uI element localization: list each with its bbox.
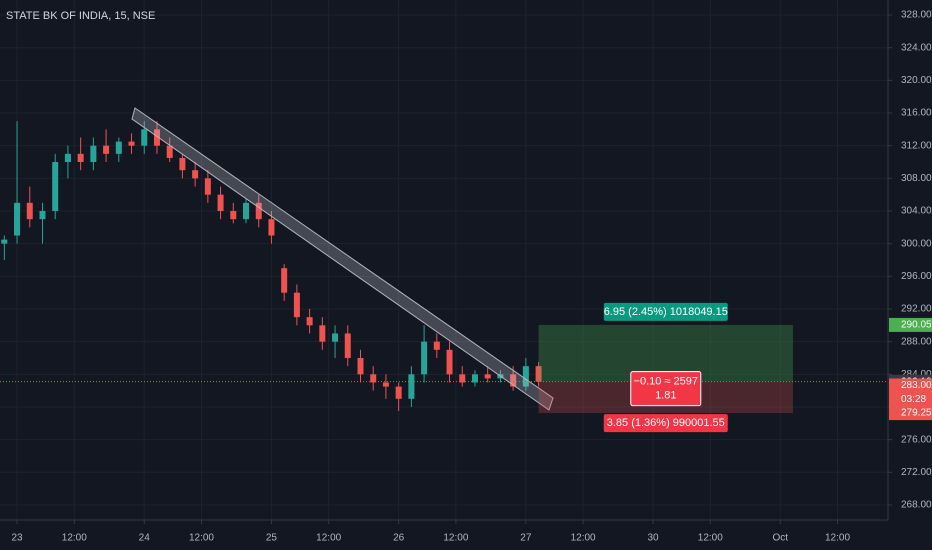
candle-body	[115, 141, 122, 154]
x-tick-label: 12:00	[698, 533, 723, 544]
candle-body	[382, 382, 389, 387]
x-tick-label: 12:00	[443, 533, 468, 544]
candle-body	[128, 141, 135, 146]
y-tick-label: 304.00	[901, 206, 932, 217]
candle-body	[243, 202, 250, 220]
candle-body	[64, 153, 71, 163]
candle-body	[471, 374, 478, 383]
y-tick-label: 268.00	[901, 500, 932, 511]
x-tick-label: 25	[266, 533, 278, 544]
candle-body	[153, 129, 160, 146]
x-tick-label: 23	[11, 533, 23, 544]
price-tag	[889, 317, 932, 332]
candle-body	[293, 292, 300, 318]
grid	[0, 0, 888, 520]
y-tick-label: 292.00	[901, 304, 932, 315]
candle-body	[1, 239, 8, 244]
y-tick-label: 284.00	[901, 369, 932, 380]
candle-body	[395, 386, 402, 399]
candle-body	[535, 366, 542, 382]
x-tick-label: Oct	[772, 533, 788, 544]
candle-body	[522, 366, 529, 387]
candle-body	[217, 194, 224, 212]
center-label-box	[630, 371, 702, 407]
candle-body	[510, 374, 517, 387]
x-tick-label: 12:00	[825, 533, 850, 544]
candle-body	[166, 145, 173, 158]
target-label: 6.95 (2.45%) 1018049.15	[604, 306, 728, 318]
candle-body	[103, 145, 110, 154]
price-tag-label: 283.00	[901, 380, 932, 391]
candle-body	[281, 268, 288, 293]
candle-body	[230, 211, 237, 220]
y-tick-label: 300.00	[901, 238, 932, 249]
candle-body	[332, 333, 339, 342]
y-tick-label: 288.00	[901, 336, 932, 347]
ratio-label: 1.81	[655, 390, 676, 402]
candle-body	[52, 162, 59, 212]
x-tick-label: 12:00	[62, 533, 87, 544]
chart-title: STATE BK OF INDIA, 15, NSE	[6, 10, 155, 22]
candle-body	[484, 374, 491, 379]
candle-body	[408, 374, 415, 399]
y-tick-label: 308.00	[901, 173, 932, 184]
y-tick-label: 296.00	[901, 271, 932, 282]
x-tick-label: 24	[139, 533, 151, 544]
candle-body	[268, 219, 275, 236]
candle-body	[306, 317, 313, 326]
candle-body	[77, 153, 84, 163]
candle-body	[459, 374, 466, 383]
x-tick-label: 26	[393, 533, 405, 544]
candle-body	[357, 357, 364, 375]
candle-body	[446, 349, 453, 375]
y-tick-label: 328.00	[901, 10, 932, 21]
candle-body	[192, 170, 199, 179]
x-tick-label: 12:00	[189, 533, 214, 544]
countdown-box	[889, 392, 932, 407]
x-tick-label: 12:00	[571, 533, 596, 544]
x-tick-label: 30	[647, 533, 659, 544]
candle-body	[179, 157, 186, 171]
y-tick-label: 276.00	[901, 434, 932, 445]
y-tick-label: 320.00	[901, 75, 932, 86]
candle-body	[319, 325, 326, 342]
price-tag	[889, 406, 932, 421]
candle-body	[26, 202, 33, 220]
stop-label-box	[603, 414, 728, 433]
y-tick-label: 312.00	[901, 140, 932, 151]
candle-body	[14, 202, 21, 236]
candle-body	[90, 145, 97, 163]
countdown: 03:28	[901, 394, 926, 405]
candle-body	[421, 341, 428, 375]
x-tick-label: 27	[520, 533, 532, 544]
price-tag-label: 279.25	[901, 408, 932, 419]
target-label-box	[603, 302, 728, 321]
x-tick-label: 12:00	[316, 533, 341, 544]
axes: 268.00272.00276.00280.00284.00288.00292.…	[11, 10, 932, 544]
price-tag-label: 290.05	[901, 320, 932, 331]
candle-body	[39, 211, 46, 220]
y-tick-label: 272.00	[901, 467, 932, 478]
overlay: 6.95 (2.45%) 1018049.15 −0.10 ≈ 2597 1.81 3…	[0, 302, 888, 433]
candle-body	[255, 202, 262, 220]
candle-body	[204, 178, 211, 195]
candle-body	[433, 341, 440, 350]
price-tag	[889, 378, 932, 393]
trend-channel	[131, 107, 554, 411]
candle-body	[370, 374, 377, 383]
center-label: −0.10 ≈ 2597	[634, 376, 698, 388]
y-tick-label: 324.00	[901, 42, 932, 53]
stop-label: 3.85 (1.36%) 990001.55	[607, 417, 725, 429]
candle-body	[141, 129, 148, 146]
y-tick-label: 316.00	[901, 108, 932, 119]
candle-body	[344, 333, 351, 358]
